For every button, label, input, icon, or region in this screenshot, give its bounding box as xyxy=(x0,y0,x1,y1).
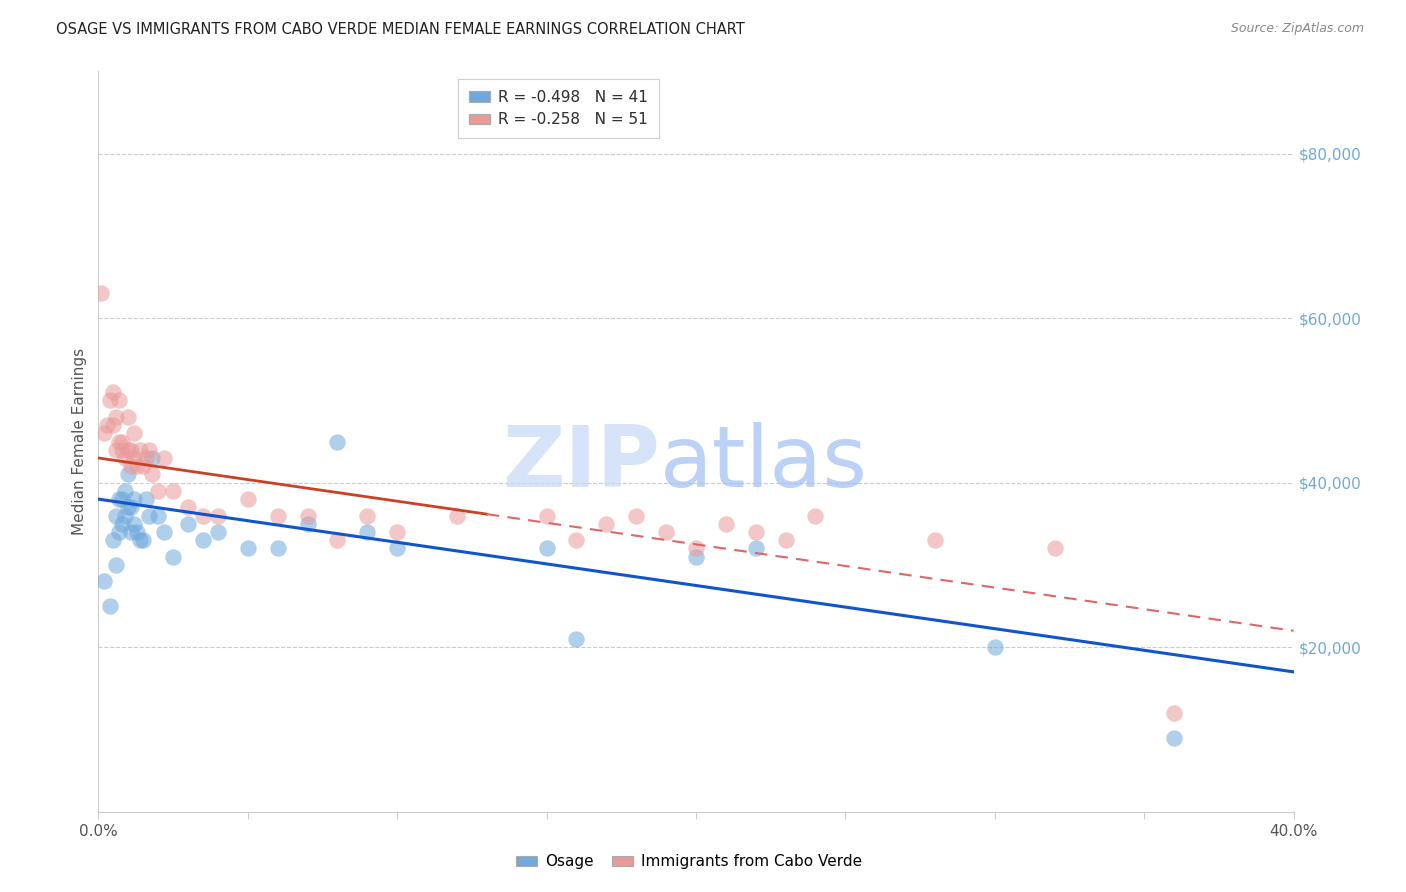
Point xyxy=(191,508,214,523)
Point xyxy=(108,393,131,408)
Point xyxy=(124,492,146,507)
Point xyxy=(162,483,184,498)
Point xyxy=(148,483,170,498)
Point xyxy=(96,418,118,433)
Text: Source: ZipAtlas.com: Source: ZipAtlas.com xyxy=(1230,22,1364,36)
Point xyxy=(565,533,588,548)
Point xyxy=(267,541,290,556)
Point xyxy=(177,516,200,531)
Point xyxy=(685,541,707,556)
Point xyxy=(1163,706,1185,720)
Point xyxy=(385,524,409,539)
Point xyxy=(162,549,184,564)
Point xyxy=(595,516,617,531)
Point xyxy=(90,286,112,301)
Point xyxy=(114,450,136,465)
Point xyxy=(138,442,160,457)
Point xyxy=(153,450,176,465)
Point xyxy=(117,442,139,457)
Point xyxy=(356,508,378,523)
Point xyxy=(127,459,149,474)
Point xyxy=(207,508,229,523)
Point xyxy=(105,508,128,523)
Point xyxy=(120,500,142,515)
Point xyxy=(804,508,827,523)
Point xyxy=(536,508,558,523)
Point xyxy=(111,516,134,531)
Point xyxy=(536,541,558,556)
Legend: Osage, Immigrants from Cabo Verde: Osage, Immigrants from Cabo Verde xyxy=(510,848,868,875)
Point xyxy=(775,533,797,548)
Point xyxy=(207,524,229,539)
Point xyxy=(1043,541,1066,556)
Point xyxy=(132,459,155,474)
Text: atlas: atlas xyxy=(661,422,868,505)
Point xyxy=(141,450,163,465)
Point xyxy=(177,500,200,515)
Point xyxy=(129,533,152,548)
Point xyxy=(93,574,115,589)
Point xyxy=(120,459,142,474)
Point xyxy=(111,442,134,457)
Point xyxy=(105,409,128,424)
Point xyxy=(326,434,349,449)
Point xyxy=(111,434,134,449)
Point xyxy=(565,632,588,646)
Point xyxy=(127,524,149,539)
Point xyxy=(129,442,152,457)
Legend: R = -0.498   N = 41, R = -0.258   N = 51: R = -0.498 N = 41, R = -0.258 N = 51 xyxy=(458,79,658,138)
Point xyxy=(108,524,131,539)
Point xyxy=(120,524,142,539)
Point xyxy=(100,393,122,408)
Point xyxy=(135,492,157,507)
Point xyxy=(117,409,139,424)
Point xyxy=(105,558,128,572)
Point xyxy=(924,533,946,548)
Point xyxy=(135,450,157,465)
Point xyxy=(103,533,125,548)
Point xyxy=(745,541,768,556)
Point xyxy=(297,516,319,531)
Point xyxy=(108,492,131,507)
Point xyxy=(148,508,170,523)
Point xyxy=(714,516,737,531)
Point xyxy=(111,492,134,507)
Point xyxy=(745,524,768,539)
Point xyxy=(326,533,349,548)
Point xyxy=(124,450,146,465)
Y-axis label: Median Female Earnings: Median Female Earnings xyxy=(72,348,87,535)
Point xyxy=(117,500,139,515)
Point xyxy=(114,483,136,498)
Point xyxy=(297,508,319,523)
Point xyxy=(105,442,128,457)
Point xyxy=(626,508,648,523)
Point xyxy=(132,533,155,548)
Point xyxy=(93,426,115,441)
Point xyxy=(685,549,707,564)
Point xyxy=(103,418,125,433)
Point xyxy=(236,541,259,556)
Point xyxy=(103,385,125,400)
Point xyxy=(124,516,146,531)
Point xyxy=(108,434,131,449)
Point xyxy=(356,524,378,539)
Point xyxy=(138,508,160,523)
Point xyxy=(120,442,142,457)
Point xyxy=(1163,731,1185,745)
Point xyxy=(114,508,136,523)
Point xyxy=(385,541,409,556)
Point xyxy=(236,492,259,507)
Point xyxy=(655,524,678,539)
Point xyxy=(100,599,122,613)
Point xyxy=(141,467,163,482)
Point xyxy=(117,467,139,482)
Text: OSAGE VS IMMIGRANTS FROM CABO VERDE MEDIAN FEMALE EARNINGS CORRELATION CHART: OSAGE VS IMMIGRANTS FROM CABO VERDE MEDI… xyxy=(56,22,745,37)
Point xyxy=(984,640,1007,655)
Point xyxy=(191,533,214,548)
Text: ZIP: ZIP xyxy=(502,422,661,505)
Point xyxy=(153,524,176,539)
Point xyxy=(124,426,146,441)
Point xyxy=(446,508,468,523)
Point xyxy=(267,508,290,523)
